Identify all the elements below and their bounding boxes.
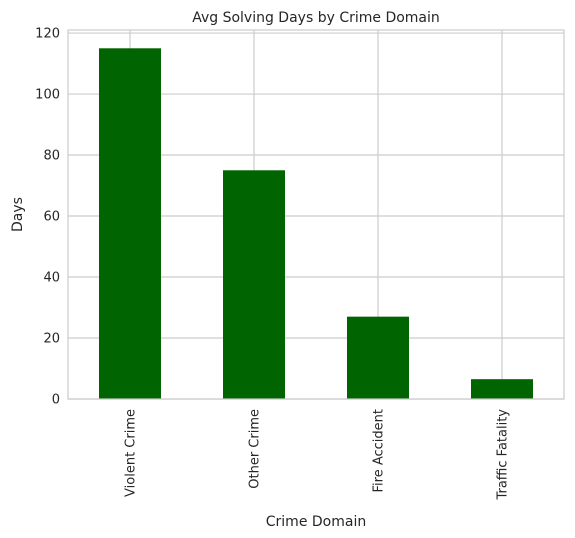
y-axis-label: Days: [10, 197, 26, 232]
y-tick-labels: 0 20 40 60 80 100 120: [35, 27, 60, 408]
bar: [223, 170, 285, 399]
bar: [471, 379, 533, 399]
y-tick-label: 100: [35, 88, 60, 103]
x-tick-label: Traffic Fatality: [496, 409, 511, 501]
x-axis-label: Crime Domain: [266, 514, 366, 530]
y-tick-label: 80: [43, 149, 60, 164]
bar: [347, 316, 409, 399]
chart-title: Avg Solving Days by Crime Domain: [192, 10, 440, 26]
y-tick-label: 120: [35, 27, 60, 42]
x-tick-labels: Violent Crime Other Crime Fire Accident Tra…: [124, 409, 511, 501]
x-tick-label: Violent Crime: [124, 409, 139, 497]
x-tick-label: Fire Accident: [372, 409, 387, 493]
y-tick-label: 40: [43, 271, 60, 286]
y-tick-label: 20: [43, 332, 60, 347]
y-tick-label: 0: [52, 393, 60, 408]
x-tick-label: Other Crime: [248, 409, 263, 489]
bars: [99, 48, 533, 400]
bar: [99, 48, 161, 400]
plot-frame: [67, 29, 565, 400]
y-tick-label: 60: [43, 210, 60, 225]
